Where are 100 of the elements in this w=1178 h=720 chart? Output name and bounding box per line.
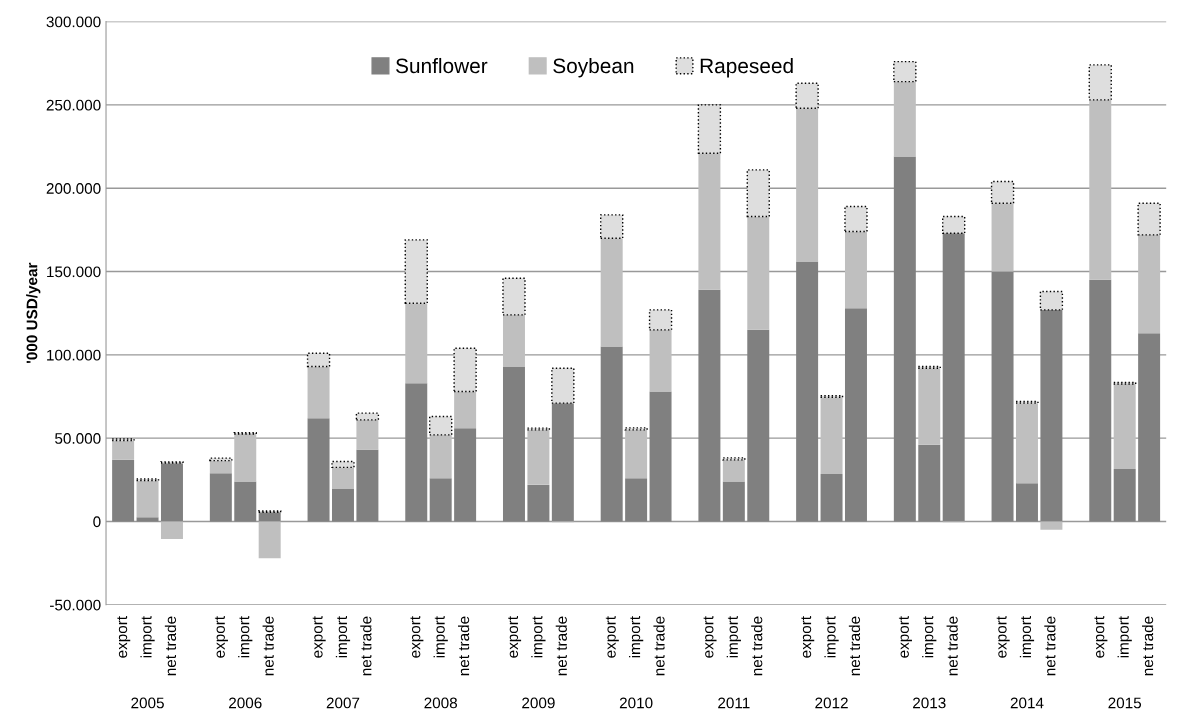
bar [942,233,965,522]
bar [1138,234,1161,334]
y-tick-label: 150.000 [47,266,101,278]
bar [918,444,941,522]
bar [747,329,770,522]
bar [698,153,721,290]
bar [820,397,843,474]
x-tick-label: net trade [164,616,177,676]
y-axis-title: '000 USD/year [26,262,41,364]
bar [331,460,355,469]
bar [258,521,281,559]
x-tick-label: import [531,616,546,658]
bar [722,457,746,461]
x-tick-label: net trade [946,616,958,676]
bar [136,517,159,522]
y-tick-label: 250.000 [46,99,101,111]
bar [624,427,648,431]
legend-label: Sunflower [396,57,488,74]
bar [209,460,232,474]
x-tick-label: import [629,616,644,658]
bar [527,429,550,485]
x-tick-label: export [801,616,815,658]
x-tick-label: export [508,616,522,658]
bar [405,303,428,384]
x-tick-label: import [238,616,253,658]
bar [795,82,819,109]
bar [1113,469,1136,522]
bar [502,314,525,367]
x-tick-label: export [605,616,619,658]
bar [893,81,916,157]
bar [991,271,1014,522]
bar [356,419,379,450]
bar [600,346,623,522]
bar [454,391,477,429]
bar [1088,64,1112,101]
bar [356,449,379,522]
bar [1138,333,1161,522]
bar [404,239,428,304]
x-tick-label: import [433,616,448,658]
legend-label: Rapeseed [700,57,793,78]
x-tick-label: net trade [1044,616,1056,676]
text: 2010 [619,697,653,709]
bar [820,474,843,522]
bar [209,473,232,522]
bar [918,368,941,445]
bar [796,108,819,262]
bar [698,289,721,522]
x-tick-label: export [117,616,131,658]
x-tick-label: export [898,616,912,658]
bar [160,521,183,539]
bar [1137,202,1161,236]
y-tick-label: 200.000 [46,183,101,194]
bar [429,415,453,436]
text: 2008 [424,697,458,709]
bar [942,215,966,234]
bar [429,434,452,479]
y-tick-label: 300.000 [46,16,101,28]
bar [453,347,477,393]
text: 2013 [913,697,946,709]
bar [1040,521,1063,530]
text: 2015 [1108,697,1142,709]
bar [331,467,354,489]
text: 2012 [815,697,848,709]
bar [625,478,648,522]
bar [746,169,770,218]
bar [502,366,525,522]
bar [697,104,722,154]
bar [991,203,1014,272]
bar [648,309,673,331]
bar [112,440,135,460]
bar [649,329,672,392]
x-tick-label: import [140,616,155,658]
x-tick-label: net trade [848,616,861,676]
x-tick-label: export [410,616,424,658]
x-tick-label: import [726,616,741,658]
bar [405,383,428,522]
bar [844,231,867,309]
x-tick-label: net trade [555,616,567,676]
bar [112,459,135,522]
bar [893,156,916,522]
y-tick-label: 100.000 [47,349,101,361]
text: 2011 [718,697,750,709]
bar [551,367,575,404]
bar [1113,384,1136,469]
bar [1089,99,1112,280]
bar [331,488,354,522]
x-tick-label: export [703,616,717,658]
x-tick-label: export [214,616,228,658]
x-tick-label: net trade [458,616,470,676]
x-tick-label: net trade [360,616,372,676]
x-tick-label: net trade [653,616,665,676]
text: 2014 [1010,697,1044,709]
x-tick-label: import [335,616,351,658]
bar [429,478,452,522]
text: 2007 [326,697,360,709]
bar [1015,483,1038,522]
bar [1040,309,1063,522]
bar [796,261,819,522]
x-tick-label: import [922,616,937,658]
bar [1039,290,1064,311]
